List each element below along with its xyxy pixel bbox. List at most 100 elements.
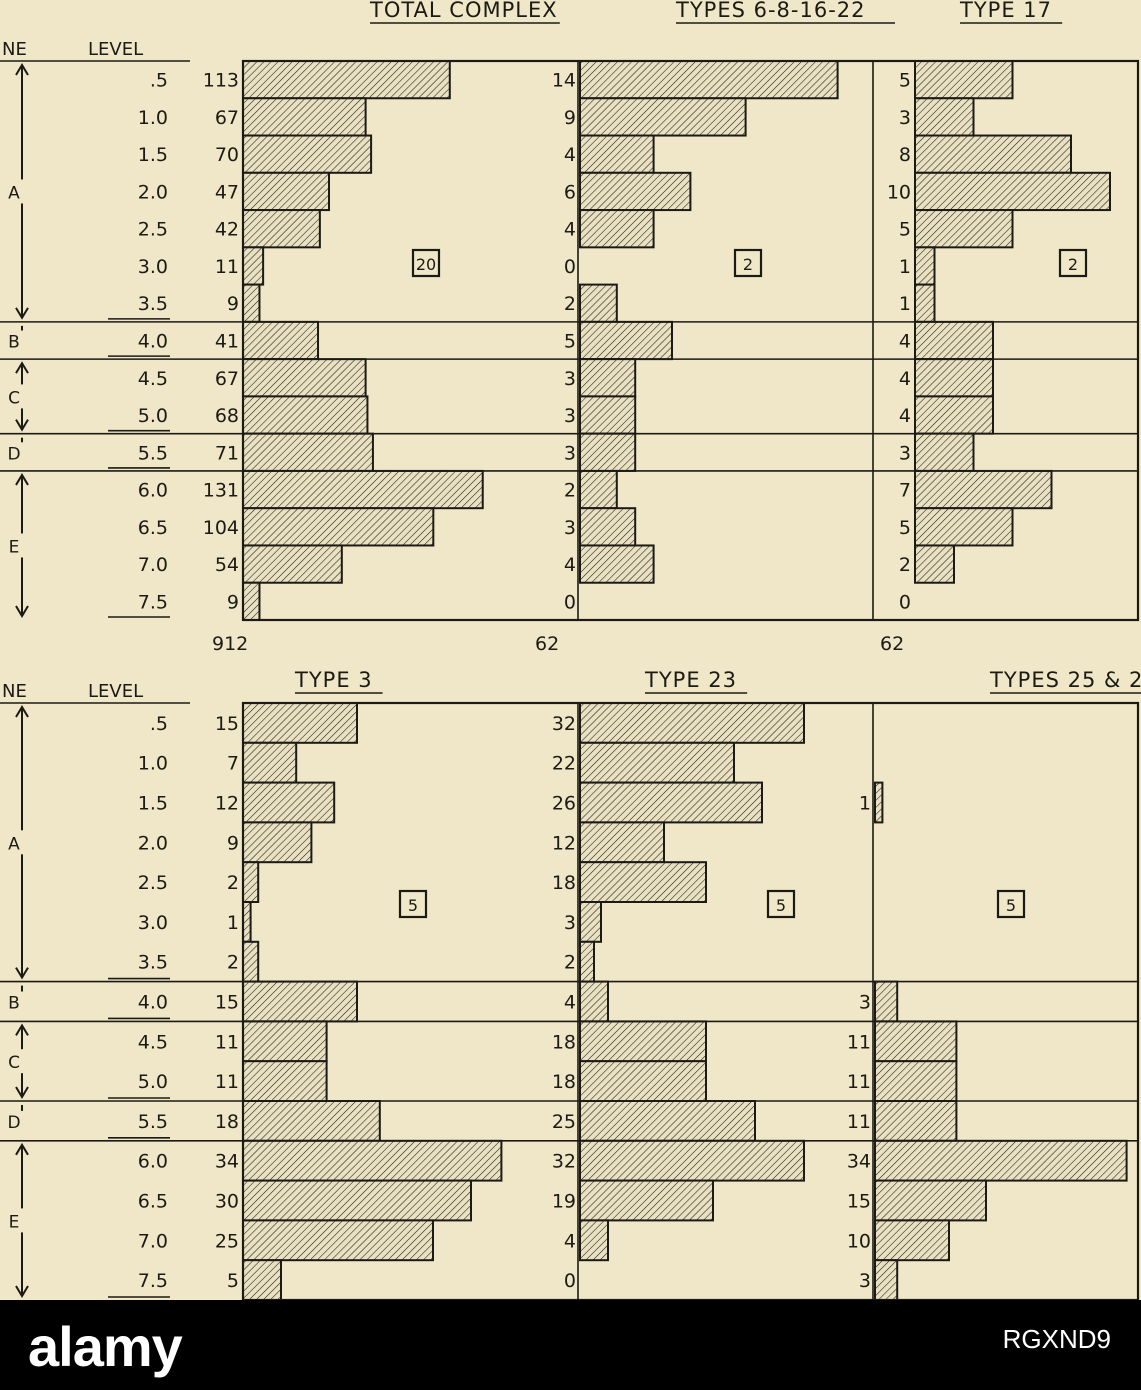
zone-label: C — [8, 388, 20, 408]
histogram-bar — [242, 702, 358, 744]
bar-value-label: 25 — [552, 1111, 576, 1133]
bar-value-label: 3 — [859, 1270, 871, 1292]
level-label: 4.0 — [138, 992, 168, 1014]
histogram-bar — [579, 741, 735, 784]
bar-value-label: 0 — [564, 1270, 576, 1292]
bar-value-label: 19 — [552, 1191, 576, 1213]
zone-arrow-head-down — [15, 1285, 29, 1298]
histogram-bar — [914, 134, 1072, 174]
bar-value-label: 15 — [847, 1191, 871, 1213]
zone-arrow-head-up — [15, 472, 29, 486]
level-label: 5.5 — [138, 1111, 168, 1133]
zone-arrow-head-up — [15, 1023, 29, 1036]
bar-value-label: 14 — [552, 70, 576, 92]
level-header: LEVEL — [88, 39, 143, 60]
histogram-bar — [242, 1139, 503, 1182]
histogram-bar — [242, 1020, 328, 1063]
level-label: 6.0 — [138, 1151, 168, 1173]
level-label: 4.5 — [138, 1031, 168, 1053]
histogram-bar — [914, 432, 975, 472]
level-label: 5.5 — [138, 442, 168, 464]
level-label: 5.0 — [138, 1071, 168, 1093]
level-label: 7.0 — [138, 554, 168, 576]
histogram-bar — [242, 209, 321, 249]
scale-box — [1058, 248, 1088, 278]
bar-value-label: 9 — [227, 832, 239, 854]
histogram-bar — [579, 1219, 609, 1262]
scale-box-value: 5 — [1006, 896, 1016, 915]
level-label: 1.5 — [138, 793, 168, 815]
histogram-bar — [242, 980, 358, 1023]
histogram-bar — [914, 171, 1111, 212]
histogram-bar — [579, 1020, 707, 1063]
histogram-bar — [579, 861, 707, 904]
histogram-bar — [914, 395, 994, 435]
histogram-bar — [914, 60, 1014, 100]
bar-value-label: 4 — [899, 331, 911, 353]
histogram-bar — [874, 1259, 899, 1301]
histogram-bar — [579, 320, 673, 361]
zone-arrow-head-down — [15, 307, 29, 320]
panel-title: TYPE 23 — [644, 668, 737, 692]
histogram-bar — [242, 395, 369, 435]
histogram-bar — [579, 544, 655, 584]
level-label: 2.0 — [138, 181, 168, 203]
zone-arrow-head-up — [15, 705, 29, 718]
histogram-bar — [874, 1020, 958, 1063]
histogram-bar — [242, 283, 261, 323]
bar-value-label: 4 — [899, 405, 911, 427]
bar-value-label: 11 — [215, 1031, 239, 1053]
bar-value-label: 0 — [899, 591, 911, 613]
histogram-bar — [874, 980, 899, 1023]
histogram-bar — [242, 432, 374, 472]
zone-arrow-head-down — [15, 1086, 29, 1099]
level-label: 2.0 — [138, 832, 168, 854]
histogram-bar — [242, 544, 343, 584]
level-label: 5.0 — [138, 405, 168, 427]
zone-label: B — [8, 994, 20, 1014]
bar-value-label: 4 — [564, 554, 576, 576]
bar-value-label: 1 — [227, 912, 239, 934]
histogram-bar — [242, 940, 260, 983]
histogram-bar — [579, 1060, 707, 1102]
histogram-bar — [914, 246, 936, 286]
histogram-bar — [579, 1139, 805, 1182]
level-label: 3.5 — [138, 952, 168, 974]
bar-value-label: 32 — [552, 1151, 576, 1173]
bar-value-label: 131 — [203, 480, 239, 502]
bar-value-label: 70 — [215, 144, 239, 166]
histogram-bar — [242, 1060, 328, 1102]
bar-value-label: 11 — [847, 1071, 871, 1093]
histogram-bar — [579, 1100, 756, 1142]
scale-box — [996, 889, 1026, 919]
bar-value-label: 0 — [564, 256, 576, 278]
histogram-bar — [914, 97, 975, 137]
panel-total: 62 — [535, 633, 559, 655]
bar-value-label: 4 — [564, 219, 576, 241]
histogram-bar — [874, 1060, 958, 1102]
histogram-bar — [242, 469, 484, 510]
histogram-bar — [914, 358, 994, 398]
bar-value-label: 3 — [859, 992, 871, 1014]
bar-value-label: 7 — [227, 753, 239, 775]
bar-value-label: 9 — [227, 591, 239, 613]
level-label: 7.5 — [138, 591, 168, 613]
zone-arrow-head-down — [15, 605, 29, 618]
level-label: 2.5 — [138, 219, 168, 241]
histogram-bar — [242, 1179, 472, 1222]
level-label: 4.5 — [138, 368, 168, 390]
histogram-bar — [579, 781, 763, 824]
level-label: .5 — [150, 70, 168, 92]
bar-value-label: 1 — [899, 293, 911, 315]
bar-value-label: 18 — [552, 1031, 576, 1053]
bar-value-label: 26 — [552, 793, 576, 815]
bar-value-label: 47 — [215, 181, 239, 203]
bar-value-label: 34 — [847, 1151, 871, 1173]
bar-value-label: 2 — [227, 952, 239, 974]
bar-value-label: 2 — [899, 554, 911, 576]
zone-label: B — [8, 333, 20, 353]
panel-title: TYPE 3 — [294, 668, 373, 692]
histogram-bar — [242, 861, 260, 904]
bar-value-label: 6 — [564, 181, 576, 203]
bar-value-label: 0 — [564, 591, 576, 613]
